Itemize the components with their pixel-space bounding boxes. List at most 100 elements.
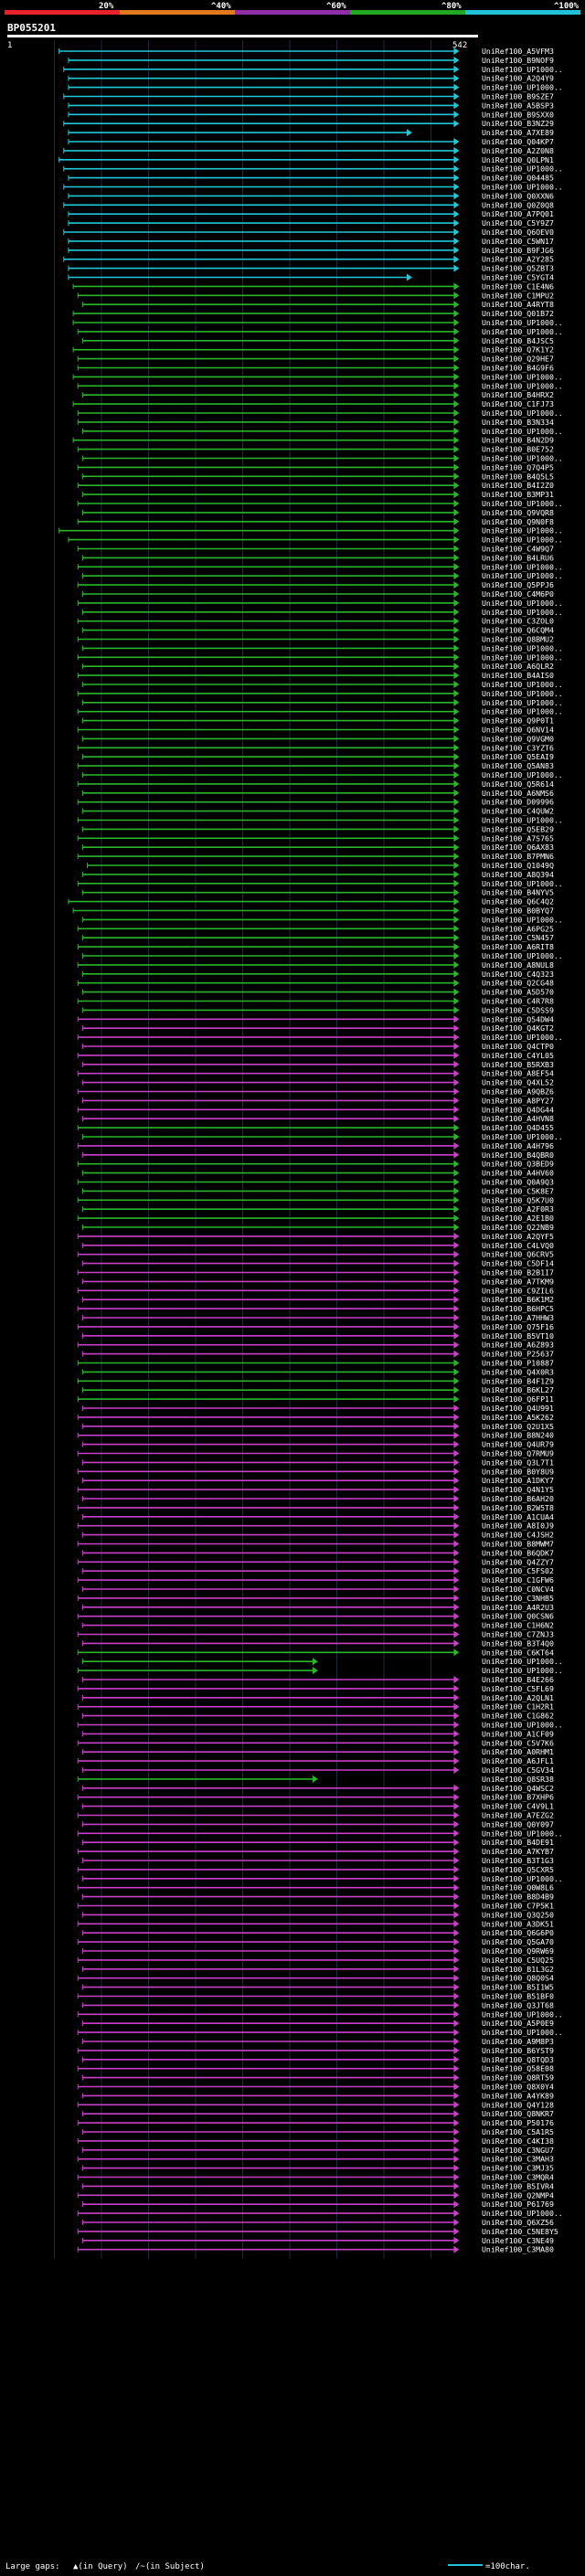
hit-label[interactable]: UniRef100_Q4X0R3 (482, 1367, 554, 1376)
hit-row[interactable]: UniRef100_Q5PPJ6 (77, 580, 554, 589)
hit-label[interactable]: UniRef100_Q7Q4P5 (482, 462, 554, 472)
hit-label[interactable]: UniRef100_Q6NV14 (482, 726, 554, 735)
hit-row[interactable]: UniRef100_Q8RT59 (81, 2073, 554, 2083)
hit-row[interactable]: UniRef100_B5I1W5 (81, 1983, 554, 1992)
hit-row[interactable]: UniRef100_Q4WSC2 (81, 1784, 554, 1793)
hit-row[interactable]: UniRef100_A9QBZ6 (77, 1087, 554, 1097)
hit-label[interactable]: UniRef100_C1GFW6 (482, 1575, 554, 1585)
hit-row[interactable]: UniRef100_C0NCV4 (81, 1585, 554, 1594)
hit-row[interactable]: UniRef100_B3T1G3 (81, 1856, 554, 1865)
hit-row[interactable]: UniRef100_UP1000.. (77, 1721, 563, 1730)
hit-row[interactable]: UniRef100_UP1000.. (81, 770, 563, 779)
hit-label[interactable]: UniRef100_A1DKY7 (482, 1476, 554, 1485)
hit-label[interactable]: UniRef100_A6Z893 (482, 1341, 554, 1350)
hit-row[interactable]: UniRef100_Q6OEV0 (63, 228, 554, 237)
hit-label[interactable]: UniRef100_B5RXB3 (482, 1060, 554, 1069)
hit-row[interactable]: UniRef100_C4LVQ0 (81, 1241, 554, 1250)
hit-label[interactable]: UniRef100_Q58E08 (482, 2064, 554, 2073)
hit-label[interactable]: UniRef100_A8NUL8 (482, 960, 554, 970)
hit-row[interactable]: UniRef100_A6RIT8 (77, 942, 554, 951)
hit-row[interactable]: UniRef100_B6K1M2 (81, 1295, 554, 1304)
hit-row[interactable]: UniRef100_B8N240 (77, 1431, 554, 1440)
hit-row[interactable]: UniRef100_B51BF0 (77, 1992, 554, 2001)
hit-label[interactable]: UniRef100_UP1000.. (482, 770, 563, 779)
hit-row[interactable]: UniRef100_B4NYV5 (81, 888, 554, 897)
hit-row[interactable]: UniRef100_UP1000.. (81, 643, 563, 652)
hit-row[interactable]: UniRef100_C3NE49 (81, 2236, 554, 2245)
hit-label[interactable]: UniRef100_Q6G6P0 (482, 1928, 554, 1937)
hit-row[interactable]: UniRef100_A7KYB7 (77, 1847, 554, 1856)
hit-row[interactable]: UniRef100_UP1000.. (77, 689, 563, 698)
hit-row[interactable]: UniRef100_A2Q4Y9 (68, 74, 554, 83)
hit-label[interactable]: UniRef100_A7PQ01 (482, 209, 554, 218)
hit-row[interactable]: UniRef100_Q6XZ56 (81, 2218, 554, 2227)
hit-label[interactable]: UniRef100_UP1000.. (482, 499, 563, 508)
hit-row[interactable]: UniRef100_C5Y9Z7 (68, 218, 554, 228)
hit-label[interactable]: UniRef100_B1L3G2 (482, 1965, 554, 1974)
hit-label[interactable]: UniRef100_Q4XL52 (482, 1078, 554, 1087)
hit-label[interactable]: UniRef100_Q2NMP4 (482, 2190, 554, 2200)
hit-label[interactable]: UniRef100_C3ZOL0 (482, 617, 554, 626)
hit-row[interactable]: UniRef100_Q6NV14 (77, 726, 554, 735)
hit-row[interactable]: UniRef100_UP1000.. (72, 372, 563, 381)
hit-row[interactable]: UniRef100_B9SZE7 (63, 92, 554, 101)
hit-row[interactable]: UniRef100_Q6C4Q2 (68, 897, 554, 906)
hit-label[interactable]: UniRef100_Q5CXR5 (482, 1865, 554, 1874)
hit-label[interactable]: UniRef100_Q0CSN6 (482, 1612, 554, 1621)
hit-label[interactable]: UniRef100_UP1000.. (482, 327, 563, 336)
hit-row[interactable]: UniRef100_B9SXX0 (68, 110, 554, 119)
hit-label[interactable]: UniRef100_Q9VGM0 (482, 734, 554, 743)
hit-row[interactable]: UniRef100_UP1000.. (77, 599, 563, 608)
hit-label[interactable]: UniRef100_C4W9Q7 (482, 545, 554, 554)
hit-row[interactable]: UniRef100_Q8TQD3 (81, 2055, 554, 2064)
hit-row[interactable]: UniRef100_A2QLN1 (81, 1693, 554, 1702)
hit-row[interactable]: UniRef100_Q58E08 (77, 2064, 554, 2073)
hit-label[interactable]: UniRef100_A5BSP3 (482, 101, 554, 110)
hit-label[interactable]: UniRef100_Q8NKR7 (482, 2109, 554, 2118)
hit-row[interactable]: UniRef100_A1CF09 (81, 1729, 554, 1738)
hit-label[interactable]: UniRef100_C4QUW2 (482, 807, 554, 816)
hit-row[interactable]: UniRef100_A4YK89 (81, 2091, 554, 2100)
hit-label[interactable]: UniRef100_B4AIS0 (482, 671, 554, 680)
hit-label[interactable]: UniRef100_C1G862 (482, 1712, 554, 1721)
hit-label[interactable]: UniRef100_Q04485 (482, 174, 554, 183)
hit-row[interactable]: UniRef100_B4Q5L5 (81, 472, 554, 481)
hit-row[interactable]: UniRef100_C4M6P0 (81, 589, 554, 599)
hit-row[interactable]: UniRef100_Q4N1Y5 (77, 1485, 554, 1494)
hit-row[interactable]: UniRef100_Q0Z0Q8 (63, 200, 554, 209)
hit-label[interactable]: UniRef100_A4HV60 (482, 1169, 554, 1178)
hit-label[interactable]: UniRef100_C4JSH2 (482, 1531, 554, 1540)
hit-row[interactable]: UniRef100_A5BSP3 (68, 101, 554, 110)
hit-label[interactable]: UniRef100_Q5EAI9 (482, 752, 554, 761)
hit-row[interactable]: UniRef100_C1H2R1 (77, 1702, 554, 1712)
hit-label[interactable]: UniRef100_UP1000.. (482, 599, 563, 608)
hit-row[interactable]: UniRef100_A5VFM3 (58, 47, 554, 56)
hit-label[interactable]: UniRef100_UP1000.. (482, 427, 563, 436)
hit-label[interactable]: UniRef100_UP1000.. (482, 318, 563, 327)
hit-row[interactable]: UniRef100_Q4ZZY7 (77, 1557, 554, 1566)
hit-label[interactable]: UniRef100_UP1000.. (482, 2009, 563, 2019)
hit-row[interactable]: UniRef100_UP1000.. (63, 164, 563, 174)
hit-label[interactable]: UniRef100_Q4Y128 (482, 2100, 554, 2109)
hit-label[interactable]: UniRef100_Q5EB29 (482, 824, 554, 833)
hit-row[interactable]: UniRef100_UP1000.. (81, 427, 563, 436)
hit-label[interactable]: UniRef100_C3YZT6 (482, 743, 554, 752)
hit-label[interactable]: UniRef100_Q4KGT2 (482, 1023, 554, 1033)
hit-row[interactable]: UniRef100_D09996 (77, 798, 554, 807)
hit-label[interactable]: UniRef100_UP1000.. (482, 454, 563, 463)
hit-row[interactable]: UniRef100_C3MAH3 (77, 2155, 554, 2164)
hit-label[interactable]: UniRef100_Q5R614 (482, 779, 554, 789)
hit-label[interactable]: UniRef100_A1CF09 (482, 1729, 554, 1738)
hit-label[interactable]: UniRef100_UP1000.. (482, 608, 563, 617)
hit-row[interactable]: UniRef100_B2B1I7 (77, 1268, 554, 1277)
hit-label[interactable]: UniRef100_B4LRU6 (482, 553, 554, 562)
hit-row[interactable]: UniRef100_A9M8P3 (81, 2037, 554, 2046)
hit-label[interactable]: UniRef100_A4RYT8 (482, 300, 554, 309)
hit-label[interactable]: UniRef100_A4R2U3 (482, 1603, 554, 1612)
hit-label[interactable]: UniRef100_C3NHB5 (482, 1594, 554, 1603)
hit-label[interactable]: UniRef100_UP1000.. (482, 83, 563, 92)
hit-row[interactable]: UniRef100_Q4U991 (81, 1404, 554, 1413)
hit-row[interactable]: UniRef100_Q5R614 (77, 779, 554, 789)
hit-label[interactable]: UniRef100_C5A1R5 (482, 2127, 554, 2136)
hit-label[interactable]: UniRef100_UP1000.. (482, 652, 563, 662)
